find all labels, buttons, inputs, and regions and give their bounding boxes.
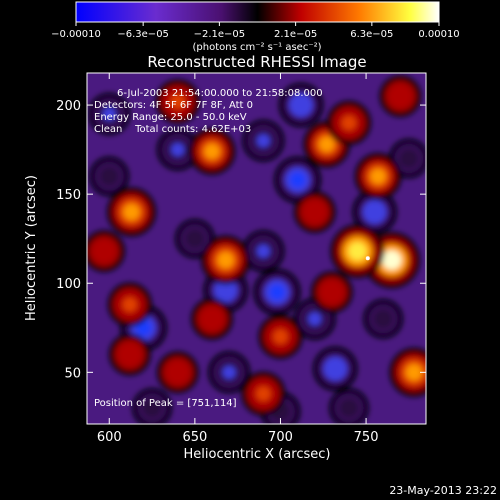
info-line-time: 6-Jul-2003 21:54:00.000 to 21:58:08.000 (117, 88, 323, 99)
y-tick-label: 100 (56, 277, 81, 292)
info-line-detectors: Detectors: 4F 5F 6F 7F 8F, Att 0 (94, 100, 254, 111)
y-tick-label: 50 (64, 366, 81, 381)
y-axis: 50 100 150 200 (56, 99, 426, 381)
y-axis-label: Heliocentric Y (arcsec) (24, 175, 39, 321)
x-axis: 600 650 700 750 (97, 73, 379, 445)
dim-source-core (342, 401, 356, 415)
dim-source-core (218, 283, 233, 298)
colorbar-tick-label: −0.00010 (51, 29, 101, 40)
footer-timestamp: 23-May-2013 23:22 (389, 484, 497, 497)
bright-source-core (370, 168, 386, 184)
bright-source-core (123, 347, 137, 362)
chart-title: Reconstructed RHESSI Image (147, 53, 366, 71)
plot-frame (86, 72, 427, 425)
dim-source-core (367, 204, 382, 220)
bright-source-core (204, 143, 220, 160)
colorbar-tick-label: −6.3e−05 (117, 29, 169, 40)
dim-source-core (269, 284, 285, 300)
info-line-energy: Energy Range: 25.0 - 50.0 keV (94, 112, 247, 123)
bright-source-core (393, 89, 407, 103)
bright-source-core (205, 312, 219, 326)
dim-source-core (308, 312, 322, 326)
dim-source-core (102, 107, 116, 121)
colorbar-tick-label: 6.3e−05 (350, 29, 393, 40)
colorbar-tick-label: −2.1e−05 (194, 29, 246, 40)
bright-source-core (405, 364, 423, 381)
bright-source-core (123, 203, 140, 221)
bright-source-core (256, 386, 271, 401)
peak-position-label: Position of Peak = [751,114] (94, 398, 237, 409)
dim-source-core (289, 172, 306, 188)
bright-source-core (341, 115, 357, 131)
heatmap-sources (87, 75, 426, 424)
dim-source-core (377, 312, 390, 326)
y-tick-label: 150 (56, 188, 81, 203)
bright-source-core (319, 136, 335, 152)
peak-marker (365, 256, 370, 261)
colorbar-ticks: −0.00010 −6.3e−05 −2.1e−05 2.1e−05 6.3e−05 0.… (51, 22, 460, 40)
dim-source-core (402, 152, 416, 165)
x-tick-label: 750 (354, 430, 379, 445)
x-axis-label: Heliocentric X (arcsec) (184, 447, 331, 462)
dim-source-core (188, 232, 201, 245)
x-tick-label: 700 (268, 430, 293, 445)
colorbar-units: (photons cm⁻² s⁻¹ asec⁻²) (192, 42, 321, 53)
bright-source-core (170, 94, 185, 109)
colorbar-tick-label: 2.1e−05 (274, 29, 317, 40)
bright-source-core (97, 244, 111, 258)
bright-source-core (122, 297, 137, 312)
bright-source-core (171, 365, 185, 379)
y-tick-label: 200 (56, 99, 81, 114)
colorbar-tick-label: 0.00010 (418, 29, 459, 40)
bright-source-core (348, 242, 367, 261)
x-tick-label: 600 (97, 430, 122, 445)
x-tick-label: 650 (182, 430, 207, 445)
dim-source-core (171, 142, 185, 157)
dim-source-core (145, 401, 159, 415)
dim-source-core (103, 170, 116, 183)
dim-source-core (256, 244, 270, 258)
dim-source-core (293, 97, 309, 113)
info-line-counts: Clean Total counts: 4.62E+03 (94, 124, 252, 135)
bright-source-core (273, 329, 288, 344)
bright-source-core (382, 250, 402, 270)
dim-source-core (222, 365, 236, 379)
bright-source-core (325, 285, 339, 299)
dim-source-core (328, 361, 343, 376)
bright-source-core (308, 205, 322, 219)
dim-source-core (256, 134, 270, 148)
bright-source-core (217, 251, 234, 269)
colorbar (75, 1, 440, 23)
